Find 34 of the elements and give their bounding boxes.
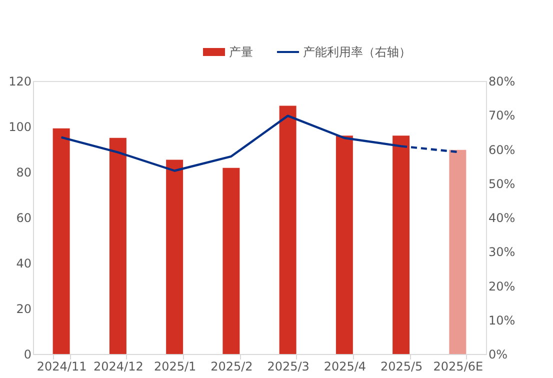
y2-tick-label: 80% [488, 74, 516, 88]
bar [109, 138, 126, 354]
y2-tick-label: 40% [488, 211, 516, 225]
y2-tick-label: 30% [488, 245, 516, 260]
y-tick-label: 40 [16, 256, 32, 270]
y2-tick-label: 70% [488, 108, 516, 123]
x-tick-label: 2025/1 [154, 360, 196, 374]
y2-tick-label: 60% [488, 142, 516, 157]
bar [336, 136, 353, 354]
bar [222, 168, 240, 354]
legend-label: 产量 [229, 45, 253, 59]
y-tick-label: 120 [8, 74, 32, 88]
y-tick-label: 80 [16, 166, 32, 180]
bar [279, 106, 296, 354]
x-tick-label: 2025/4 [324, 360, 366, 374]
bar [52, 128, 70, 354]
y-tick-label: 60 [16, 211, 32, 225]
x-tick-label: 2025/6E [433, 360, 484, 374]
y-tick-label: 0 [24, 348, 32, 362]
y-tick-label: 100 [8, 120, 32, 134]
bar [166, 160, 184, 354]
x-tick-label: 2025/2 [210, 360, 253, 374]
y2-tick-label: 20% [488, 279, 516, 294]
x-tick-label: 2025/3 [267, 360, 310, 374]
y2-tick-label: 0% [488, 348, 508, 362]
bar [392, 136, 410, 354]
y2-tick-label: 50% [488, 176, 516, 191]
x-tick-label: 2024/11 [36, 360, 87, 374]
x-tick-label: 2024/12 [94, 360, 144, 374]
y2-tick-label: 10% [488, 313, 516, 328]
x-tick-label: 2025/5 [380, 360, 423, 374]
bar [449, 150, 466, 354]
y-tick-label: 20 [16, 302, 32, 316]
legend-label: 产能利用率（右轴） [303, 45, 411, 59]
